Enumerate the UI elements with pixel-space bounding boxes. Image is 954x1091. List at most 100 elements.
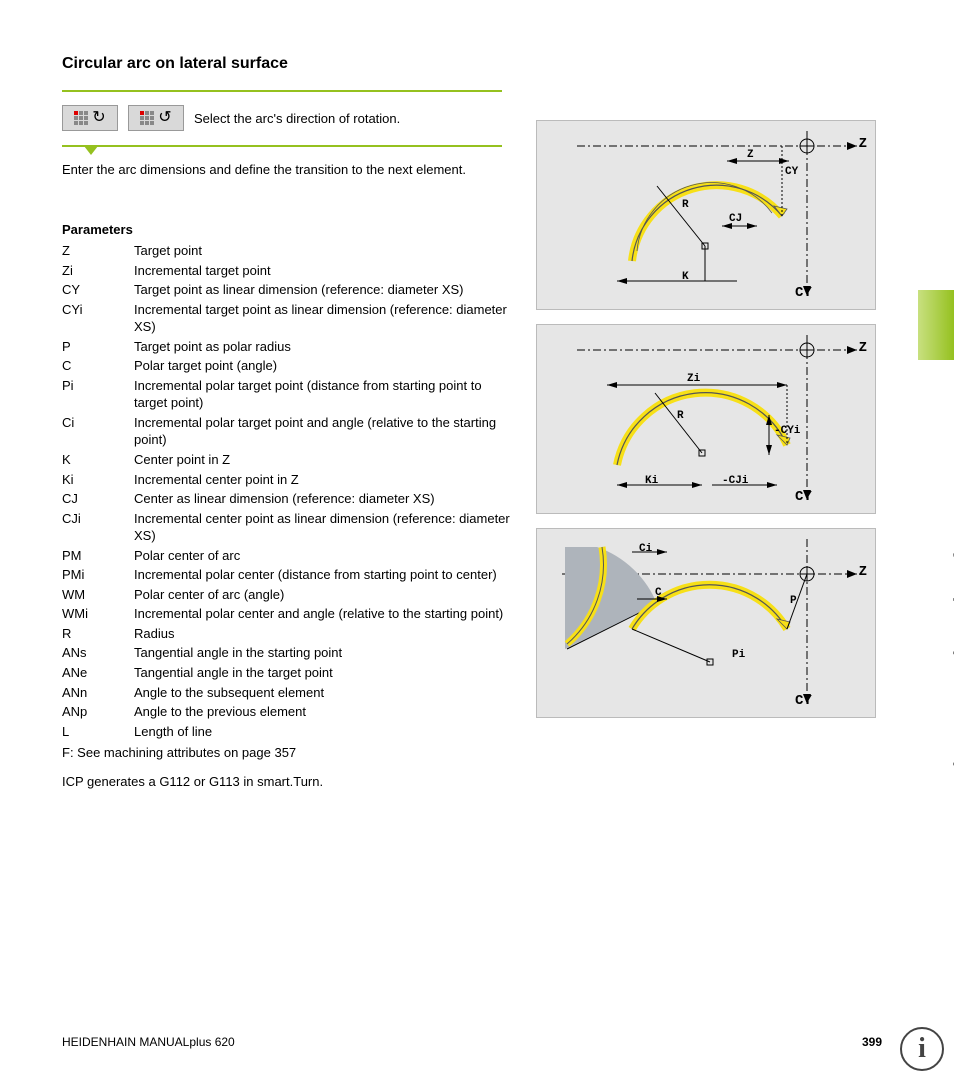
param-key: CYi bbox=[62, 300, 134, 337]
footnote-gcode: ICP generates a G112 or G113 in smart.Tu… bbox=[62, 774, 510, 789]
param-desc: Incremental polar target point (distance… bbox=[134, 376, 510, 413]
param-row: ZTarget point bbox=[62, 241, 510, 261]
param-key: PMi bbox=[62, 565, 134, 585]
param-key: PM bbox=[62, 546, 134, 566]
lbl-Ci: Ci bbox=[639, 543, 652, 555]
param-row: CJCenter as linear dimension (reference:… bbox=[62, 489, 510, 509]
lbl-CJi: -CJi bbox=[722, 475, 748, 487]
divider bbox=[62, 145, 502, 147]
param-key: CJ bbox=[62, 489, 134, 509]
param-desc: Target point bbox=[134, 241, 510, 261]
param-row: WMPolar center of arc (angle) bbox=[62, 585, 510, 605]
footnote-attributes: F: See machining attributes on page 357 bbox=[62, 745, 510, 760]
param-key: WMi bbox=[62, 604, 134, 624]
axis-cy: CY bbox=[795, 693, 812, 709]
lbl-P: P bbox=[790, 595, 797, 607]
param-desc: Target point as linear dimension (refere… bbox=[134, 280, 510, 300]
arc-cw-button[interactable]: ↻ bbox=[62, 105, 118, 131]
param-desc: Incremental center point in Z bbox=[134, 470, 510, 490]
page-footer: HEIDENHAIN MANUALplus 620 399 bbox=[62, 1035, 882, 1049]
param-key: ANe bbox=[62, 663, 134, 683]
param-desc: Length of line bbox=[134, 722, 510, 742]
lbl-R: R bbox=[677, 410, 684, 422]
param-desc: Angle to the subsequent element bbox=[134, 683, 510, 703]
side-tab-highlight bbox=[918, 290, 954, 360]
lbl-Z: Z bbox=[747, 149, 754, 161]
grid-icon bbox=[140, 111, 154, 125]
param-key: L bbox=[62, 722, 134, 742]
param-desc: Incremental target point as linear dimen… bbox=[134, 300, 510, 337]
axis-cy: CY bbox=[795, 489, 812, 505]
param-row: LLength of line bbox=[62, 722, 510, 742]
param-desc: Polar target point (angle) bbox=[134, 356, 510, 376]
diagram-2: Z CY Zi R -CYi Ki -CJi bbox=[536, 324, 876, 514]
lbl-K: K bbox=[682, 271, 689, 283]
param-key: ANs bbox=[62, 643, 134, 663]
axis-z: Z bbox=[859, 564, 867, 580]
param-key: ANp bbox=[62, 702, 134, 722]
parameters-heading: Parameters bbox=[62, 222, 510, 237]
lbl-CY: CY bbox=[785, 166, 798, 178]
param-desc: Center point in Z bbox=[134, 450, 510, 470]
param-row: PTarget point as polar radius bbox=[62, 337, 510, 357]
param-key: ANn bbox=[62, 683, 134, 703]
param-row: ZiIncremental target point bbox=[62, 261, 510, 281]
param-key: WM bbox=[62, 585, 134, 605]
param-key: CY bbox=[62, 280, 134, 300]
param-row: ANpAngle to the previous element bbox=[62, 702, 510, 722]
lbl-Pi: Pi bbox=[732, 649, 745, 661]
instruction-text: Select the arc's direction of rotation. bbox=[194, 111, 400, 126]
param-row: KCenter point in Z bbox=[62, 450, 510, 470]
param-key: CJi bbox=[62, 509, 134, 546]
cw-arrow-icon: ↻ bbox=[92, 110, 105, 126]
footer-product: HEIDENHAIN MANUALplus 620 bbox=[62, 1035, 235, 1049]
page-title: Circular arc on lateral surface bbox=[62, 55, 288, 73]
lbl-Ki: Ki bbox=[645, 475, 658, 487]
param-key: Ci bbox=[62, 413, 134, 450]
param-row: WMiIncremental polar center and angle (r… bbox=[62, 604, 510, 624]
lbl-R: R bbox=[682, 199, 689, 211]
param-row: CYTarget point as linear dimension (refe… bbox=[62, 280, 510, 300]
param-desc: Polar center of arc (angle) bbox=[134, 585, 510, 605]
footer-page-number: 399 bbox=[862, 1035, 882, 1049]
info-icon: i bbox=[900, 1027, 944, 1071]
param-row: ANeTangential angle in the target point bbox=[62, 663, 510, 683]
icon-row: ↻ ↺ Select the arc's direction of rotati… bbox=[62, 105, 400, 131]
param-key: R bbox=[62, 624, 134, 644]
arc-ccw-button[interactable]: ↺ bbox=[128, 105, 184, 131]
axis-z: Z bbox=[859, 340, 867, 356]
param-key: Ki bbox=[62, 470, 134, 490]
param-desc: Incremental polar target point and angle… bbox=[134, 413, 510, 450]
param-key: C bbox=[62, 356, 134, 376]
param-row: PiIncremental polar target point (distan… bbox=[62, 376, 510, 413]
param-desc: Incremental center point as linear dimen… bbox=[134, 509, 510, 546]
diagram-1: Z CY Z CY R CJ K bbox=[536, 120, 876, 310]
param-row: CYiIncremental target point as linear di… bbox=[62, 300, 510, 337]
param-row: ANsTangential angle in the starting poin… bbox=[62, 643, 510, 663]
param-desc: Incremental polar center and angle (rela… bbox=[134, 604, 510, 624]
param-desc: Center as linear dimension (reference: d… bbox=[134, 489, 510, 509]
side-tab bbox=[918, 45, 954, 545]
param-row: PMiIncremental polar center (distance fr… bbox=[62, 565, 510, 585]
parameters-table: ZTarget pointZiIncremental target pointC… bbox=[62, 241, 510, 741]
param-row: RRadius bbox=[62, 624, 510, 644]
axis-z: Z bbox=[859, 136, 867, 152]
param-key: Pi bbox=[62, 376, 134, 413]
param-key: P bbox=[62, 337, 134, 357]
param-row: ANnAngle to the subsequent element bbox=[62, 683, 510, 703]
lbl-CJ: CJ bbox=[729, 213, 742, 225]
subinstruction: Enter the arc dimensions and define the … bbox=[62, 162, 502, 177]
divider-arrow bbox=[84, 146, 98, 155]
param-row: KiIncremental center point in Z bbox=[62, 470, 510, 490]
grid-icon bbox=[74, 111, 88, 125]
ccw-arrow-icon: ↺ bbox=[158, 110, 171, 126]
param-key: Z bbox=[62, 241, 134, 261]
param-desc: Polar center of arc bbox=[134, 546, 510, 566]
param-row: CiIncremental polar target point and ang… bbox=[62, 413, 510, 450]
param-desc: Tangential angle in the starting point bbox=[134, 643, 510, 663]
axis-cy: CY bbox=[795, 285, 812, 301]
param-desc: Incremental polar center (distance from … bbox=[134, 565, 510, 585]
param-key: K bbox=[62, 450, 134, 470]
param-desc: Incremental target point bbox=[134, 261, 510, 281]
lbl-CYi: -CYi bbox=[774, 425, 800, 437]
